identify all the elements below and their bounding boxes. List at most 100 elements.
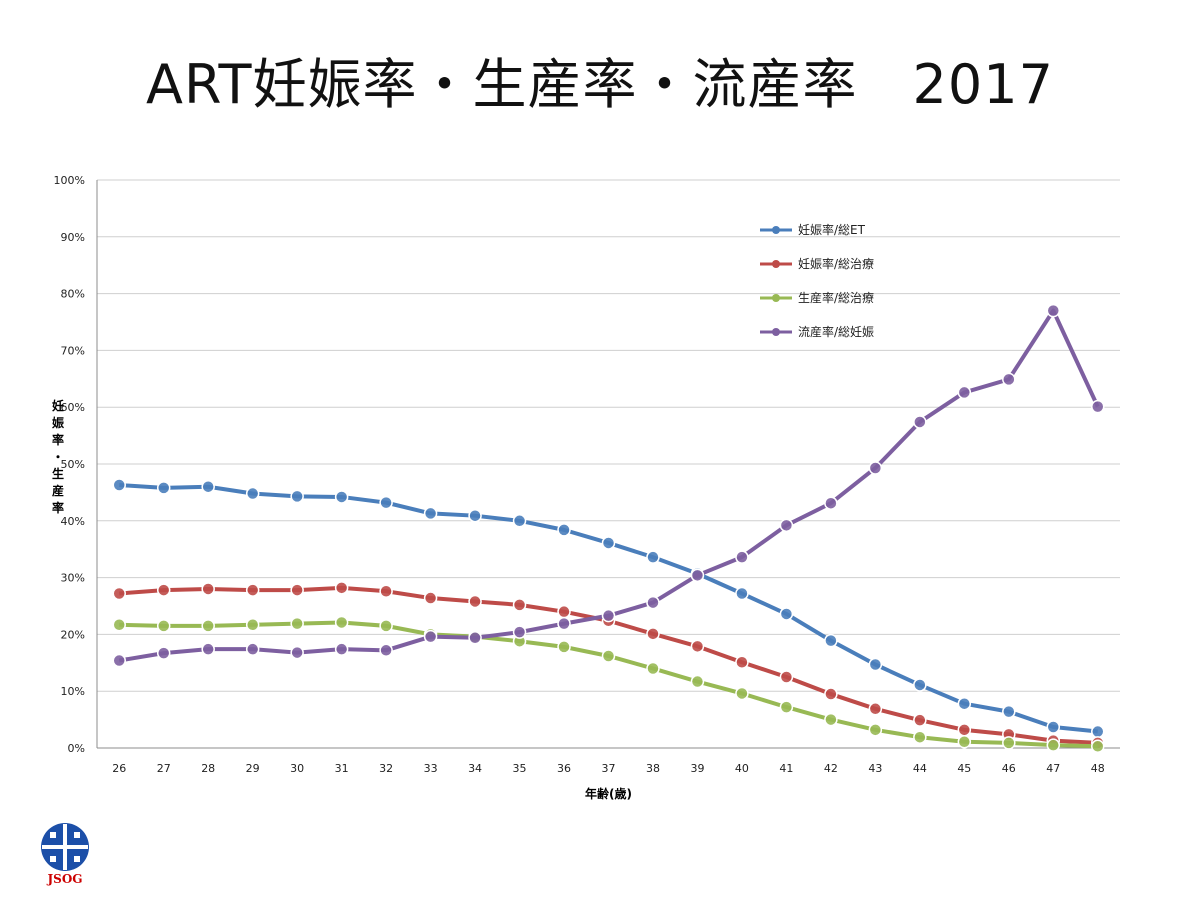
y-tick-label: 50%	[61, 458, 85, 471]
data-point	[201, 619, 215, 633]
data-point	[112, 617, 126, 632]
data-point	[112, 586, 126, 601]
data-point	[379, 584, 393, 598]
y-tick-label: 20%	[61, 628, 85, 641]
data-point	[779, 670, 794, 684]
x-tick-label: 43	[868, 762, 882, 775]
data-point	[557, 616, 571, 631]
x-tick-label: 35	[513, 762, 527, 775]
data-point	[557, 640, 571, 654]
data-point	[423, 629, 438, 644]
data-point	[334, 615, 349, 630]
data-point	[1002, 372, 1016, 387]
x-tick-label: 32	[379, 762, 393, 775]
x-tick-label: 46	[1002, 762, 1016, 775]
data-point	[1046, 720, 1061, 734]
data-point	[601, 649, 616, 663]
data-point	[690, 639, 705, 654]
data-point	[735, 586, 749, 601]
slide-title: ART妊娠率・生産率・流産率 2017	[146, 53, 1054, 116]
data-point	[156, 481, 171, 495]
data-point	[201, 642, 215, 656]
data-point	[512, 625, 527, 639]
data-point	[423, 506, 438, 521]
data-point	[690, 674, 705, 689]
series-line	[119, 483, 1098, 734]
data-point	[156, 583, 171, 597]
data-point	[290, 583, 304, 597]
data-point	[245, 617, 260, 632]
data-point	[423, 591, 438, 605]
data-point	[913, 713, 927, 727]
x-tick-label: 29	[246, 762, 260, 775]
data-point	[646, 627, 660, 641]
jsog-logo-text: JSOG	[47, 872, 83, 886]
legend-label: 流産率/総妊娠	[798, 324, 874, 339]
data-point	[290, 616, 304, 631]
x-tick-label: 30	[290, 762, 304, 775]
legend-label: 生産率/総治療	[798, 290, 874, 305]
data-point	[512, 598, 527, 612]
data-point	[913, 678, 927, 692]
data-point	[468, 594, 482, 609]
data-point	[1002, 736, 1016, 750]
data-point	[779, 518, 794, 533]
data-point	[290, 645, 304, 660]
y-tick-label: 10%	[61, 685, 85, 698]
y-tick-label: 70%	[61, 344, 85, 357]
data-point	[1091, 724, 1105, 739]
x-tick-label: 41	[779, 762, 793, 775]
series-line	[118, 308, 1100, 663]
data-point	[334, 581, 349, 595]
data-point	[957, 385, 972, 400]
legend-swatch-marker	[772, 294, 780, 302]
y-tick-label: 80%	[61, 288, 85, 301]
data-point	[735, 686, 749, 701]
legend-swatch-marker	[772, 328, 780, 336]
data-point	[957, 735, 972, 749]
x-tick-label: 27	[157, 762, 171, 775]
x-tick-label: 36	[557, 762, 571, 775]
data-point	[690, 568, 705, 583]
data-point	[913, 730, 927, 744]
series-group	[112, 303, 1105, 754]
data-point	[379, 495, 393, 510]
x-tick-label: 33	[424, 762, 438, 775]
data-point	[334, 490, 349, 504]
data-point	[557, 523, 571, 537]
data-point	[868, 461, 883, 475]
legend-label: 妊娠率/総治療	[798, 256, 874, 271]
data-point	[913, 415, 927, 429]
data-point	[156, 646, 171, 660]
y-tick-label: 90%	[61, 231, 85, 244]
data-point	[468, 508, 482, 523]
x-tick-label: 42	[824, 762, 838, 775]
data-point	[245, 486, 260, 501]
data-point	[601, 608, 616, 623]
x-tick-label: 31	[335, 762, 349, 775]
data-point	[1046, 303, 1061, 318]
data-point	[1091, 399, 1105, 414]
legend-swatch-marker	[772, 226, 780, 234]
series	[112, 581, 1105, 750]
data-point	[779, 700, 794, 714]
data-point	[290, 489, 304, 504]
jsog-logo-icon	[41, 823, 89, 871]
x-tick-label: 47	[1046, 762, 1060, 775]
x-tick-label: 34	[468, 762, 482, 775]
data-point	[646, 550, 660, 564]
data-point	[824, 712, 838, 727]
data-point	[735, 655, 749, 669]
y-tick-label: 100%	[54, 174, 85, 187]
data-point	[779, 607, 794, 621]
x-tick-label: 28	[201, 762, 215, 775]
y-axis-label: 妊娠率・生産率	[52, 398, 65, 515]
series	[112, 478, 1105, 739]
data-point	[112, 653, 126, 668]
legend-swatch-marker	[772, 260, 780, 268]
data-point	[1091, 739, 1105, 754]
data-point	[379, 619, 393, 633]
data-point	[735, 550, 749, 564]
data-point	[512, 514, 527, 528]
data-point	[468, 631, 482, 645]
